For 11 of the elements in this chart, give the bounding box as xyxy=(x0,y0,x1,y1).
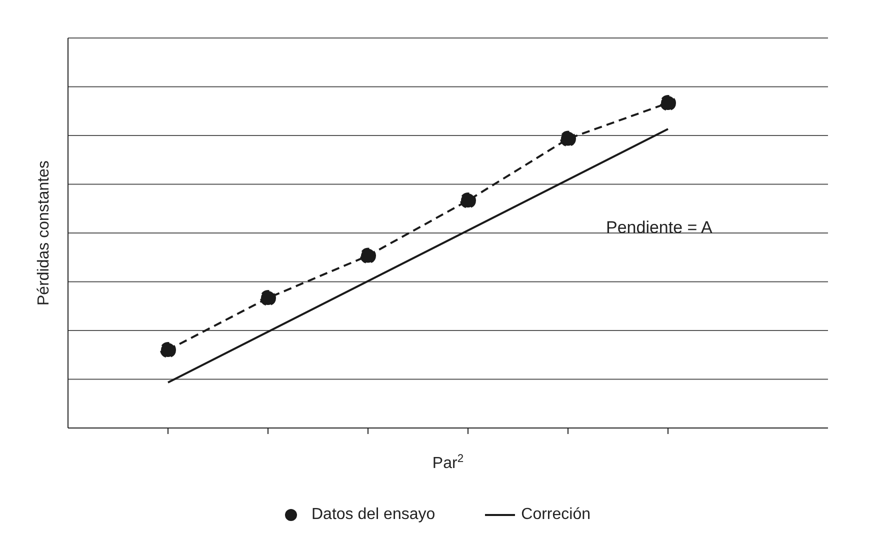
y-axis-title: Pérdidas constantes xyxy=(36,160,53,306)
x-axis-title: Par$^{2}$ xyxy=(432,453,464,472)
point xyxy=(660,95,676,111)
legend-label: Correción xyxy=(521,506,590,524)
legend-label: Datos del ensayo xyxy=(312,506,436,524)
point xyxy=(260,290,276,306)
annotation: Pendiente = A xyxy=(606,218,712,238)
point xyxy=(460,192,476,208)
point xyxy=(560,130,576,147)
point xyxy=(360,248,376,264)
point xyxy=(160,342,176,358)
